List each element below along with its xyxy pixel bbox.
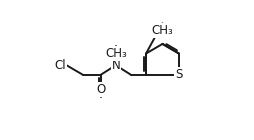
Text: Cl: Cl	[54, 59, 66, 72]
Text: N: N	[111, 59, 120, 72]
Text: CH₃: CH₃	[105, 47, 126, 60]
Text: S: S	[174, 68, 182, 81]
Text: O: O	[96, 83, 105, 96]
Text: CH₃: CH₃	[151, 24, 173, 37]
